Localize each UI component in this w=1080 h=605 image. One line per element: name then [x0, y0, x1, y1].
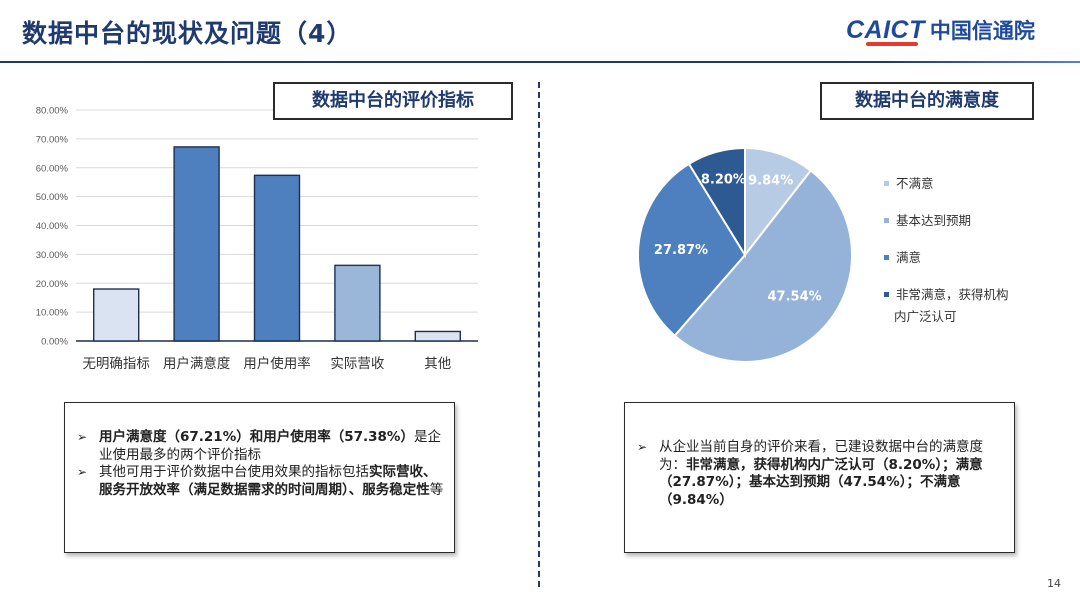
x-tick-label: 用户使用率 — [243, 355, 311, 372]
legend-label: 满意 — [896, 250, 921, 265]
right-bullet-bold: 非常满意，获得机构内广泛认可（8.20%）；满意（27.87%）；基本达到预期（… — [659, 456, 983, 508]
left-bullet-2-end: 等 — [429, 481, 444, 498]
left-summary-box: ➢ 用户满意度（67.21%）和用户使用率（57.38%）是企业使用最多的两个评… — [64, 402, 455, 553]
logo-swoosh — [866, 42, 918, 46]
legend-swatch-2 — [884, 218, 889, 223]
legend-label: 非常满意，获得机构 — [896, 287, 1009, 302]
left-bullet-1: ➢ 用户满意度（67.21%）和用户使用率（57.38%）是企业使用最多的两个评… — [77, 429, 448, 464]
left-bullet-2-text: 其他可用于评价数据中台使用效果的指标包括 — [99, 464, 369, 480]
logo-latin-text: CAICT — [846, 15, 925, 44]
right-bullet-text: 从企业当前自身的评价来看，已建设数据中台的满意度为： — [659, 439, 983, 473]
x-tick-label: 无明确指标 — [82, 356, 150, 372]
y-tick-label: 10.00% — [36, 308, 69, 319]
pie-data-label: 47.54% — [768, 289, 822, 304]
pie-slice-1 — [744, 146, 813, 258]
y-tick-label: 0.00% — [41, 337, 68, 348]
bullet-arrow-icon: ➢ — [77, 465, 88, 479]
y-tick-label: 60.00% — [36, 163, 69, 174]
x-tick-label: 其他 — [424, 356, 451, 372]
bar-2 — [173, 146, 220, 342]
bar-5 — [414, 330, 461, 342]
y-tick-label: 20.00% — [36, 279, 69, 290]
pie-slice-4 — [687, 146, 746, 259]
x-tick-label: 实际营收 — [330, 356, 384, 372]
pie-slice-2 — [673, 169, 853, 364]
page-number: 14 — [1047, 577, 1061, 590]
bar-1 — [92, 288, 140, 342]
center-divider — [538, 82, 540, 587]
bar-4 — [334, 264, 381, 342]
legend-swatch-4 — [884, 292, 889, 297]
left-bullet-2-bold: 实际营收、服务开放效率（满足数据需求的时间周期）、服务稳定性 — [99, 464, 437, 498]
left-bullet-1-text: 是企业使用最多的两个评价指标 — [99, 429, 441, 463]
legend-label: 内广泛认可 — [894, 309, 957, 324]
legend-label: 不满意 — [896, 176, 934, 191]
bullet-arrow-icon: ➢ — [77, 430, 88, 444]
right-bullet-1: ➢ 从企业当前自身的评价来看，已建设数据中台的满意度为：非常满意，获得机构内广泛… — [637, 439, 1006, 509]
left-bullet-1-bold: 用户满意度（67.21%）和用户使用率（57.38%） — [99, 429, 414, 445]
pie-slice-3 — [636, 162, 747, 338]
legend-label: 基本达到预期 — [896, 213, 971, 228]
page-title: 数据中台的现状及问题（4） — [22, 19, 353, 48]
left-bullet-2: ➢ 其他可用于评价数据中台使用效果的指标包括实际营收、服务开放效率（满足数据需求… — [77, 464, 448, 499]
y-tick-label: 70.00% — [36, 134, 69, 145]
logo-chinese-text: 中国信通院 — [929, 19, 1035, 43]
pie-data-label: 9.84% — [748, 174, 793, 189]
legend-swatch-1 — [884, 181, 889, 186]
y-tick-label: 40.00% — [36, 221, 69, 232]
bar-3 — [253, 174, 301, 342]
section-title-left: 数据中台的评价指标 — [273, 82, 513, 120]
legend-swatch-3 — [884, 255, 889, 260]
pie-data-label: 27.87% — [654, 243, 708, 258]
header-rule — [0, 61, 1080, 63]
bullet-arrow-icon: ➢ — [637, 440, 648, 454]
caict-logo: CAICT 中国信通院 — [846, 15, 1035, 46]
x-tick-label: 用户满意度 — [163, 355, 231, 372]
section-title-right: 数据中台的满意度 — [820, 82, 1034, 120]
pie-data-label: 8.20% — [701, 172, 746, 187]
y-tick-label: 30.00% — [36, 250, 69, 261]
y-tick-label: 80.00% — [36, 106, 69, 117]
right-summary-box: ➢ 从企业当前自身的评价来看，已建设数据中台的满意度为：非常满意，获得机构内广泛… — [624, 402, 1015, 553]
y-tick-label: 50.00% — [36, 192, 69, 203]
